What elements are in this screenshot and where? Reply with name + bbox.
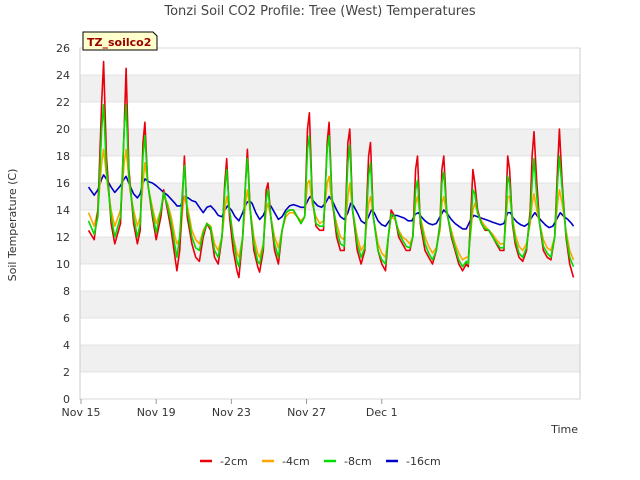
grid-band: [80, 318, 580, 345]
y-tick-label: 6: [63, 312, 70, 325]
y-tick-label: 22: [56, 96, 70, 109]
y-tick-label: 12: [56, 231, 70, 244]
annotation-background: [82, 31, 158, 51]
legend: -2cm -4cm -8cm -16cm: [200, 455, 441, 468]
y-tick-label: 14: [56, 204, 70, 217]
grid-band: [80, 372, 580, 399]
chart-title: Tonzi Soil CO2 Profile: Tree (West) Temp…: [163, 4, 476, 19]
grid-band: [80, 264, 580, 291]
x-tick-label: Nov 23: [212, 406, 251, 419]
y-tick-label: 24: [56, 69, 70, 82]
grid-band: [80, 345, 580, 372]
legend-label: -4cm: [282, 455, 310, 468]
data-series: [87, 60, 575, 279]
grid-band: [80, 48, 580, 75]
y-axis-label: Soil Temperature (C): [6, 169, 19, 282]
y-tick-label: 26: [56, 42, 70, 55]
y-tick-label: 2: [63, 366, 70, 379]
annotation-label: TZ_soilco2: [87, 36, 151, 49]
series-line-neg8cm: [87, 103, 575, 268]
y-tick-label: 16: [56, 177, 70, 190]
legend-label: -2cm: [220, 455, 248, 468]
x-tick-label: Nov 27: [287, 406, 326, 419]
x-axis-label: Time: [550, 423, 578, 436]
grid-band: [80, 75, 580, 102]
annotation-box: TZ_soilco2: [82, 31, 158, 51]
y-tick-label: 4: [63, 339, 70, 352]
x-tick-label: Nov 19: [137, 406, 176, 419]
y-tick-label: 8: [63, 285, 70, 298]
x-axis-ticks: Nov 15 Nov 19 Nov 23 Nov 27 Dec 1: [62, 399, 398, 419]
x-tick-label: Dec 1: [366, 406, 398, 419]
y-tick-label: 10: [56, 258, 70, 271]
y-tick-label: 18: [56, 150, 70, 163]
y-tick-label: 0: [63, 393, 70, 406]
grid-band: [80, 102, 580, 129]
x-tick-label: Nov 15: [62, 406, 101, 419]
legend-label: -8cm: [344, 455, 372, 468]
y-tick-label: 20: [56, 123, 70, 136]
grid-band: [80, 291, 580, 318]
legend-label: -16cm: [406, 455, 441, 468]
